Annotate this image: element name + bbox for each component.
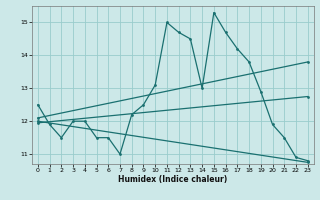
X-axis label: Humidex (Indice chaleur): Humidex (Indice chaleur) (118, 175, 228, 184)
